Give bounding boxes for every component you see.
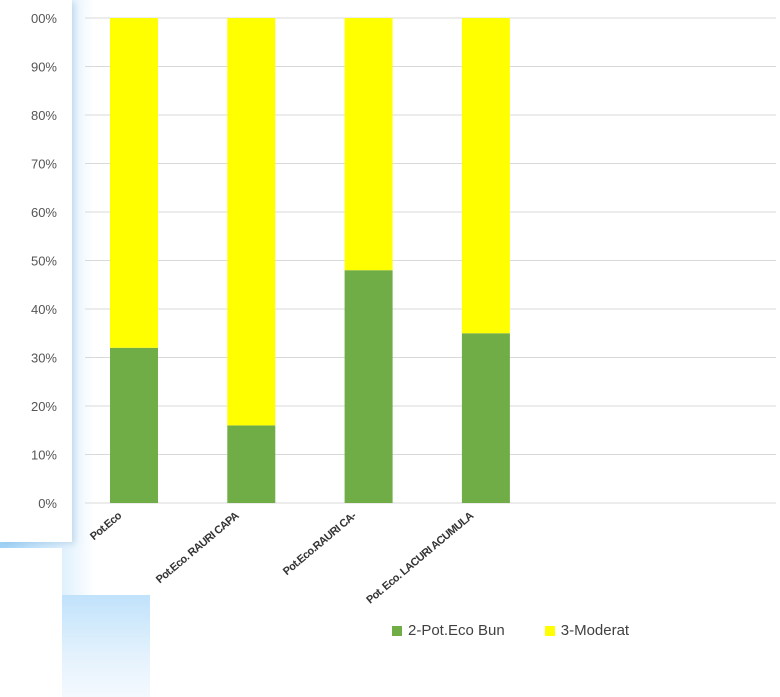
y-tick-label: 30%	[31, 351, 57, 366]
category-label: Pot.Eco	[88, 510, 125, 543]
bar-segment	[227, 18, 276, 426]
y-tick-label: 50%	[31, 254, 57, 269]
bar-segment	[344, 18, 393, 271]
bar-segment	[461, 18, 510, 334]
bars	[110, 18, 510, 503]
bar-segment	[110, 347, 158, 503]
bar-segment	[344, 270, 393, 503]
category-labels: Pot.Eco Pot.Eco. RAURI CAPA Pot.Eco.RAURI …	[88, 510, 476, 607]
legend-swatch-pot-eco-bun	[392, 625, 402, 636]
legend-item-moderat: 3-Moderat	[544, 622, 630, 639]
y-tick-label: 90%	[31, 60, 57, 75]
legend: 2-Pot.Eco Bun 3-Moderat	[392, 622, 669, 639]
y-tick-label: 70%	[31, 157, 57, 172]
gridlines	[85, 17, 776, 504]
left-panel	[0, 0, 72, 542]
legend-swatch-moderat	[544, 625, 555, 636]
bar-segment	[461, 333, 510, 503]
y-axis-ticks: 00% 90% 80% 70% 60% 50% 40% 30% 20% 10% 0%	[31, 11, 57, 511]
y-tick-label: 20%	[31, 399, 57, 414]
legend-item-pot-eco-bun: 2-Pot.Eco Bun	[392, 622, 505, 639]
y-tick-label: 80%	[31, 108, 57, 123]
y-tick-label: 0%	[38, 496, 57, 511]
left-lower-panel	[0, 548, 62, 697]
legend-label-moderat: 3-Moderat	[560, 622, 630, 639]
bar-segment	[110, 18, 158, 348]
y-tick-label: 10%	[31, 448, 57, 463]
category-label: Pot. Eco. LACURI ACUMULA	[364, 510, 476, 607]
legend-label-pot-eco-bun: 2-Pot.Eco Bun	[408, 622, 505, 639]
category-label: Pot.Eco. RAURI CAPA	[154, 510, 242, 586]
y-tick-label: 00%	[31, 11, 57, 26]
bar-segment	[227, 425, 276, 503]
category-label: Pot.Eco.RAURI CA-	[281, 510, 359, 578]
y-tick-label: 60%	[31, 205, 57, 220]
y-tick-label: 40%	[31, 302, 57, 317]
